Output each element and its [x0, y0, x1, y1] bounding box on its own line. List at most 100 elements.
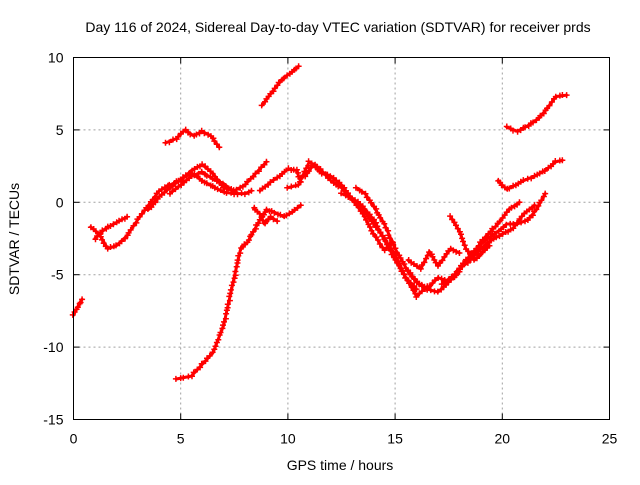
data-point-marker [410, 261, 417, 267]
data-point-marker [516, 199, 523, 206]
data-point-marker [193, 131, 200, 138]
y-tick-label: 0 [56, 194, 64, 210]
data-point-marker [559, 157, 566, 164]
data-point-marker [447, 213, 454, 220]
data-point-marker [363, 216, 369, 223]
data-point-marker [198, 360, 205, 367]
data-point-marker [421, 259, 428, 266]
y-tick-label: -5 [51, 267, 64, 283]
data-point-marker [209, 175, 216, 182]
data-point-marker [413, 286, 420, 293]
data-point-marker [256, 210, 263, 217]
data-point-marker [263, 158, 270, 165]
data-point-marker [297, 178, 304, 185]
data-point-marker [227, 286, 234, 293]
data-point-marker [531, 202, 538, 209]
x-tick-label: 25 [602, 431, 618, 447]
data-point-marker [297, 202, 304, 209]
data-point-marker [441, 253, 448, 260]
x-tick-label: 20 [495, 431, 511, 447]
data-point-marker [199, 161, 206, 168]
data-point-marker [367, 199, 374, 206]
data-point-marker [538, 197, 545, 204]
data-point-marker [410, 275, 417, 282]
data-point-marker [77, 299, 84, 306]
data-point-marker [288, 183, 295, 190]
data-point-marker [475, 243, 482, 250]
data-point-marker [542, 190, 549, 197]
data-point-marker [270, 177, 277, 183]
data-point-marker [453, 268, 460, 275]
data-point-marker [92, 228, 99, 235]
data-point-marker [74, 304, 81, 311]
data-point-marker [458, 231, 464, 238]
data-point-marker [436, 260, 443, 267]
data-point-marker [293, 166, 300, 173]
data-point-marker [563, 92, 570, 99]
data-point-marker [529, 212, 536, 219]
data-point-marker [510, 127, 516, 134]
data-point-marker [552, 93, 559, 100]
data-point-marker [482, 234, 489, 241]
data-point-marker [453, 222, 459, 229]
series-arc-15 [405, 245, 463, 272]
data-point-marker [217, 187, 224, 193]
data-point-marker [217, 329, 224, 336]
data-point-marker [423, 255, 430, 262]
data-point-marker [548, 99, 555, 105]
data-point-marker [169, 188, 175, 195]
data-point-marker [464, 259, 471, 266]
data-point-marker [361, 213, 368, 220]
data-point-marker [210, 135, 217, 142]
data-point-marker [241, 241, 248, 248]
data-point-marker [171, 180, 178, 186]
data-point-marker [361, 206, 368, 212]
series-arc-19 [468, 199, 523, 257]
data-point-marker [250, 173, 257, 180]
data-point-marker [338, 190, 345, 197]
data-point-marker [514, 220, 520, 226]
data-point-marker [265, 216, 272, 223]
data-point-marker [234, 191, 241, 198]
data-point-marker [228, 186, 235, 193]
data-point-marker [224, 301, 231, 308]
data-point-marker [113, 242, 119, 249]
series-arc-9 [256, 165, 304, 194]
data-point-marker [99, 236, 105, 243]
x-tick-label: 0 [70, 431, 78, 447]
data-point-marker [384, 240, 391, 246]
data-point-marker [213, 141, 220, 148]
data-point-marker [203, 172, 210, 179]
y-tick-label: 10 [48, 50, 64, 66]
data-point-marker [190, 369, 197, 376]
data-point-marker [99, 227, 106, 234]
plot-frame [73, 57, 610, 420]
data-point-marker [410, 287, 417, 294]
data-point-marker [377, 214, 384, 221]
series-arc-1 [69, 296, 86, 318]
data-point-marker [97, 233, 104, 240]
data-point-marker [250, 228, 256, 235]
data-point-marker [100, 240, 107, 247]
data-point-marker [231, 275, 238, 282]
data-point-marker [226, 293, 233, 300]
data-point-marker [164, 186, 171, 193]
data-point-marker [352, 184, 359, 191]
data-point-marker [493, 234, 500, 241]
data-point-marker [223, 310, 230, 317]
data-point-marker [271, 209, 278, 216]
data-point-marker [187, 131, 194, 138]
data-point-marker [414, 263, 420, 270]
data-point-marker [439, 257, 446, 264]
data-point-marker [417, 265, 424, 272]
data-point-marker [327, 173, 334, 180]
data-point-marker [122, 235, 129, 242]
data-point-marker [305, 168, 312, 175]
data-point-marker [390, 241, 397, 248]
data-point-marker [375, 237, 381, 243]
x-tick-label: 15 [387, 431, 403, 447]
data-point-marker [503, 123, 510, 130]
data-point-marker [244, 178, 251, 185]
data-point-marker [294, 204, 301, 211]
